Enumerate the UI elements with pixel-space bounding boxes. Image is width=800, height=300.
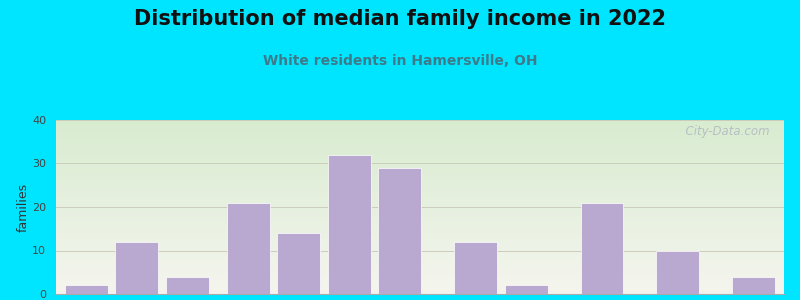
Bar: [328, 155, 370, 294]
Bar: [505, 285, 548, 294]
Text: City-Data.com: City-Data.com: [678, 125, 770, 138]
Bar: [732, 277, 775, 294]
Y-axis label: families: families: [16, 182, 30, 232]
Text: Distribution of median family income in 2022: Distribution of median family income in …: [134, 9, 666, 29]
Bar: [65, 285, 108, 294]
Bar: [454, 242, 497, 294]
Bar: [378, 168, 422, 294]
Bar: [166, 277, 209, 294]
Bar: [277, 233, 320, 294]
Bar: [226, 203, 270, 294]
Text: White residents in Hamersville, OH: White residents in Hamersville, OH: [262, 54, 538, 68]
Bar: [115, 242, 158, 294]
Bar: [581, 203, 623, 294]
Bar: [656, 250, 699, 294]
